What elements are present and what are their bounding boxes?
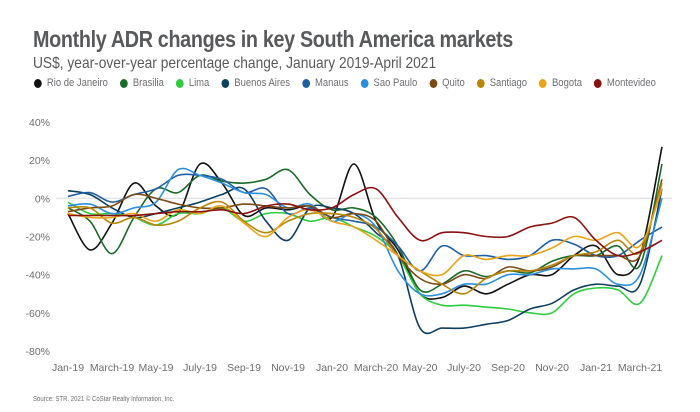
legend-item: Montevideo [594,77,656,89]
legend-item: Santiago [476,77,528,89]
legend-dot-icon [34,78,42,88]
x-axis: Jan-19 March-19 May-19 July-19 Sep-19 Nov-19 J… [52,362,662,374]
series-line-brasilia [67,163,663,293]
x-tick-label: May-20 [402,362,437,374]
legend-item: Quito [429,77,465,89]
legend-item: Lima [175,77,210,89]
legend-label: Bogota [552,77,582,89]
y-tick-label: -20% [25,232,50,244]
legend-dot-icon [221,78,230,88]
legend: Rio de Janeiro Brasilia Lima Buenos Aires Ma… [34,77,668,89]
legend-label: Lima [188,77,210,89]
legend-item: Bogota [539,77,582,89]
legend-label: Brasilia [132,77,164,89]
x-tick-label: March-20 [354,362,399,374]
series-line-rio-de-janeiro [67,146,663,300]
legend-dot-icon [539,78,547,88]
legend-dot-icon [175,78,184,88]
x-tick-label: Jan-20 [316,362,348,374]
legend-dot-icon [302,78,310,88]
legend-item: Buenos Aires [221,77,290,89]
legend-label: Manaus [314,77,349,89]
y-tick-label: 0% [35,193,50,205]
series-line-buenos-aires [67,186,663,335]
x-tick-label: Nov-19 [271,362,305,374]
series-line-lima [67,201,663,316]
series-line-bogota [67,188,663,277]
chart-title: Monthly ADR changes in key South America… [33,26,513,52]
series-line-santiago [67,182,663,295]
y-axis: 40% 20% 0% -20% -40% -60% -80% [25,117,50,358]
legend-item: Manaus [302,77,349,89]
legend-label: Rio de Janeiro [46,77,108,89]
y-tick-label: -80% [25,346,50,358]
legend-dot-icon [476,78,485,88]
source-note: Source: STR. 2021 © CoStar Realty Inform… [33,396,175,403]
y-tick-label: 20% [29,155,50,167]
series-line-montevideo [67,186,663,257]
legend-label: Buenos Aires [234,77,291,89]
legend-label: Quito [442,77,465,89]
chart-subtitle: US$, year-over-year percentage change, J… [33,55,437,72]
legend-dot-icon [429,78,437,88]
x-tick-label: Jan-19 [52,362,84,374]
legend-label: Sao Paulo [373,77,418,89]
legend-dot-icon [119,78,128,88]
x-tick-label: Jan-21 [580,362,612,374]
y-tick-label: -60% [25,308,50,320]
legend-dot-icon [594,78,602,88]
legend-item: Sao Paulo [360,77,418,89]
x-tick-label: March-19 [90,362,135,374]
legend-item: Rio de Janeiro [34,77,108,89]
x-tick-label: March-21 [618,362,663,374]
x-tick-label: July-19 [183,362,217,374]
series-line-manaus [67,173,663,272]
x-tick-label: Nov-20 [535,362,569,374]
x-tick-label: July-20 [447,362,481,374]
series-lines [67,146,663,335]
x-tick-label: Sep-20 [491,362,525,374]
y-tick-label: -40% [25,270,50,282]
legend-dot-icon [360,78,369,88]
x-tick-label: Sep-19 [227,362,261,374]
legend-label: Santiago [489,77,528,89]
series-line-sao-paulo [67,167,663,297]
legend-item: Brasilia [119,77,164,89]
x-tick-label: May-19 [138,362,173,374]
legend-label: Montevideo [606,77,656,89]
y-tick-label: 40% [29,117,50,129]
